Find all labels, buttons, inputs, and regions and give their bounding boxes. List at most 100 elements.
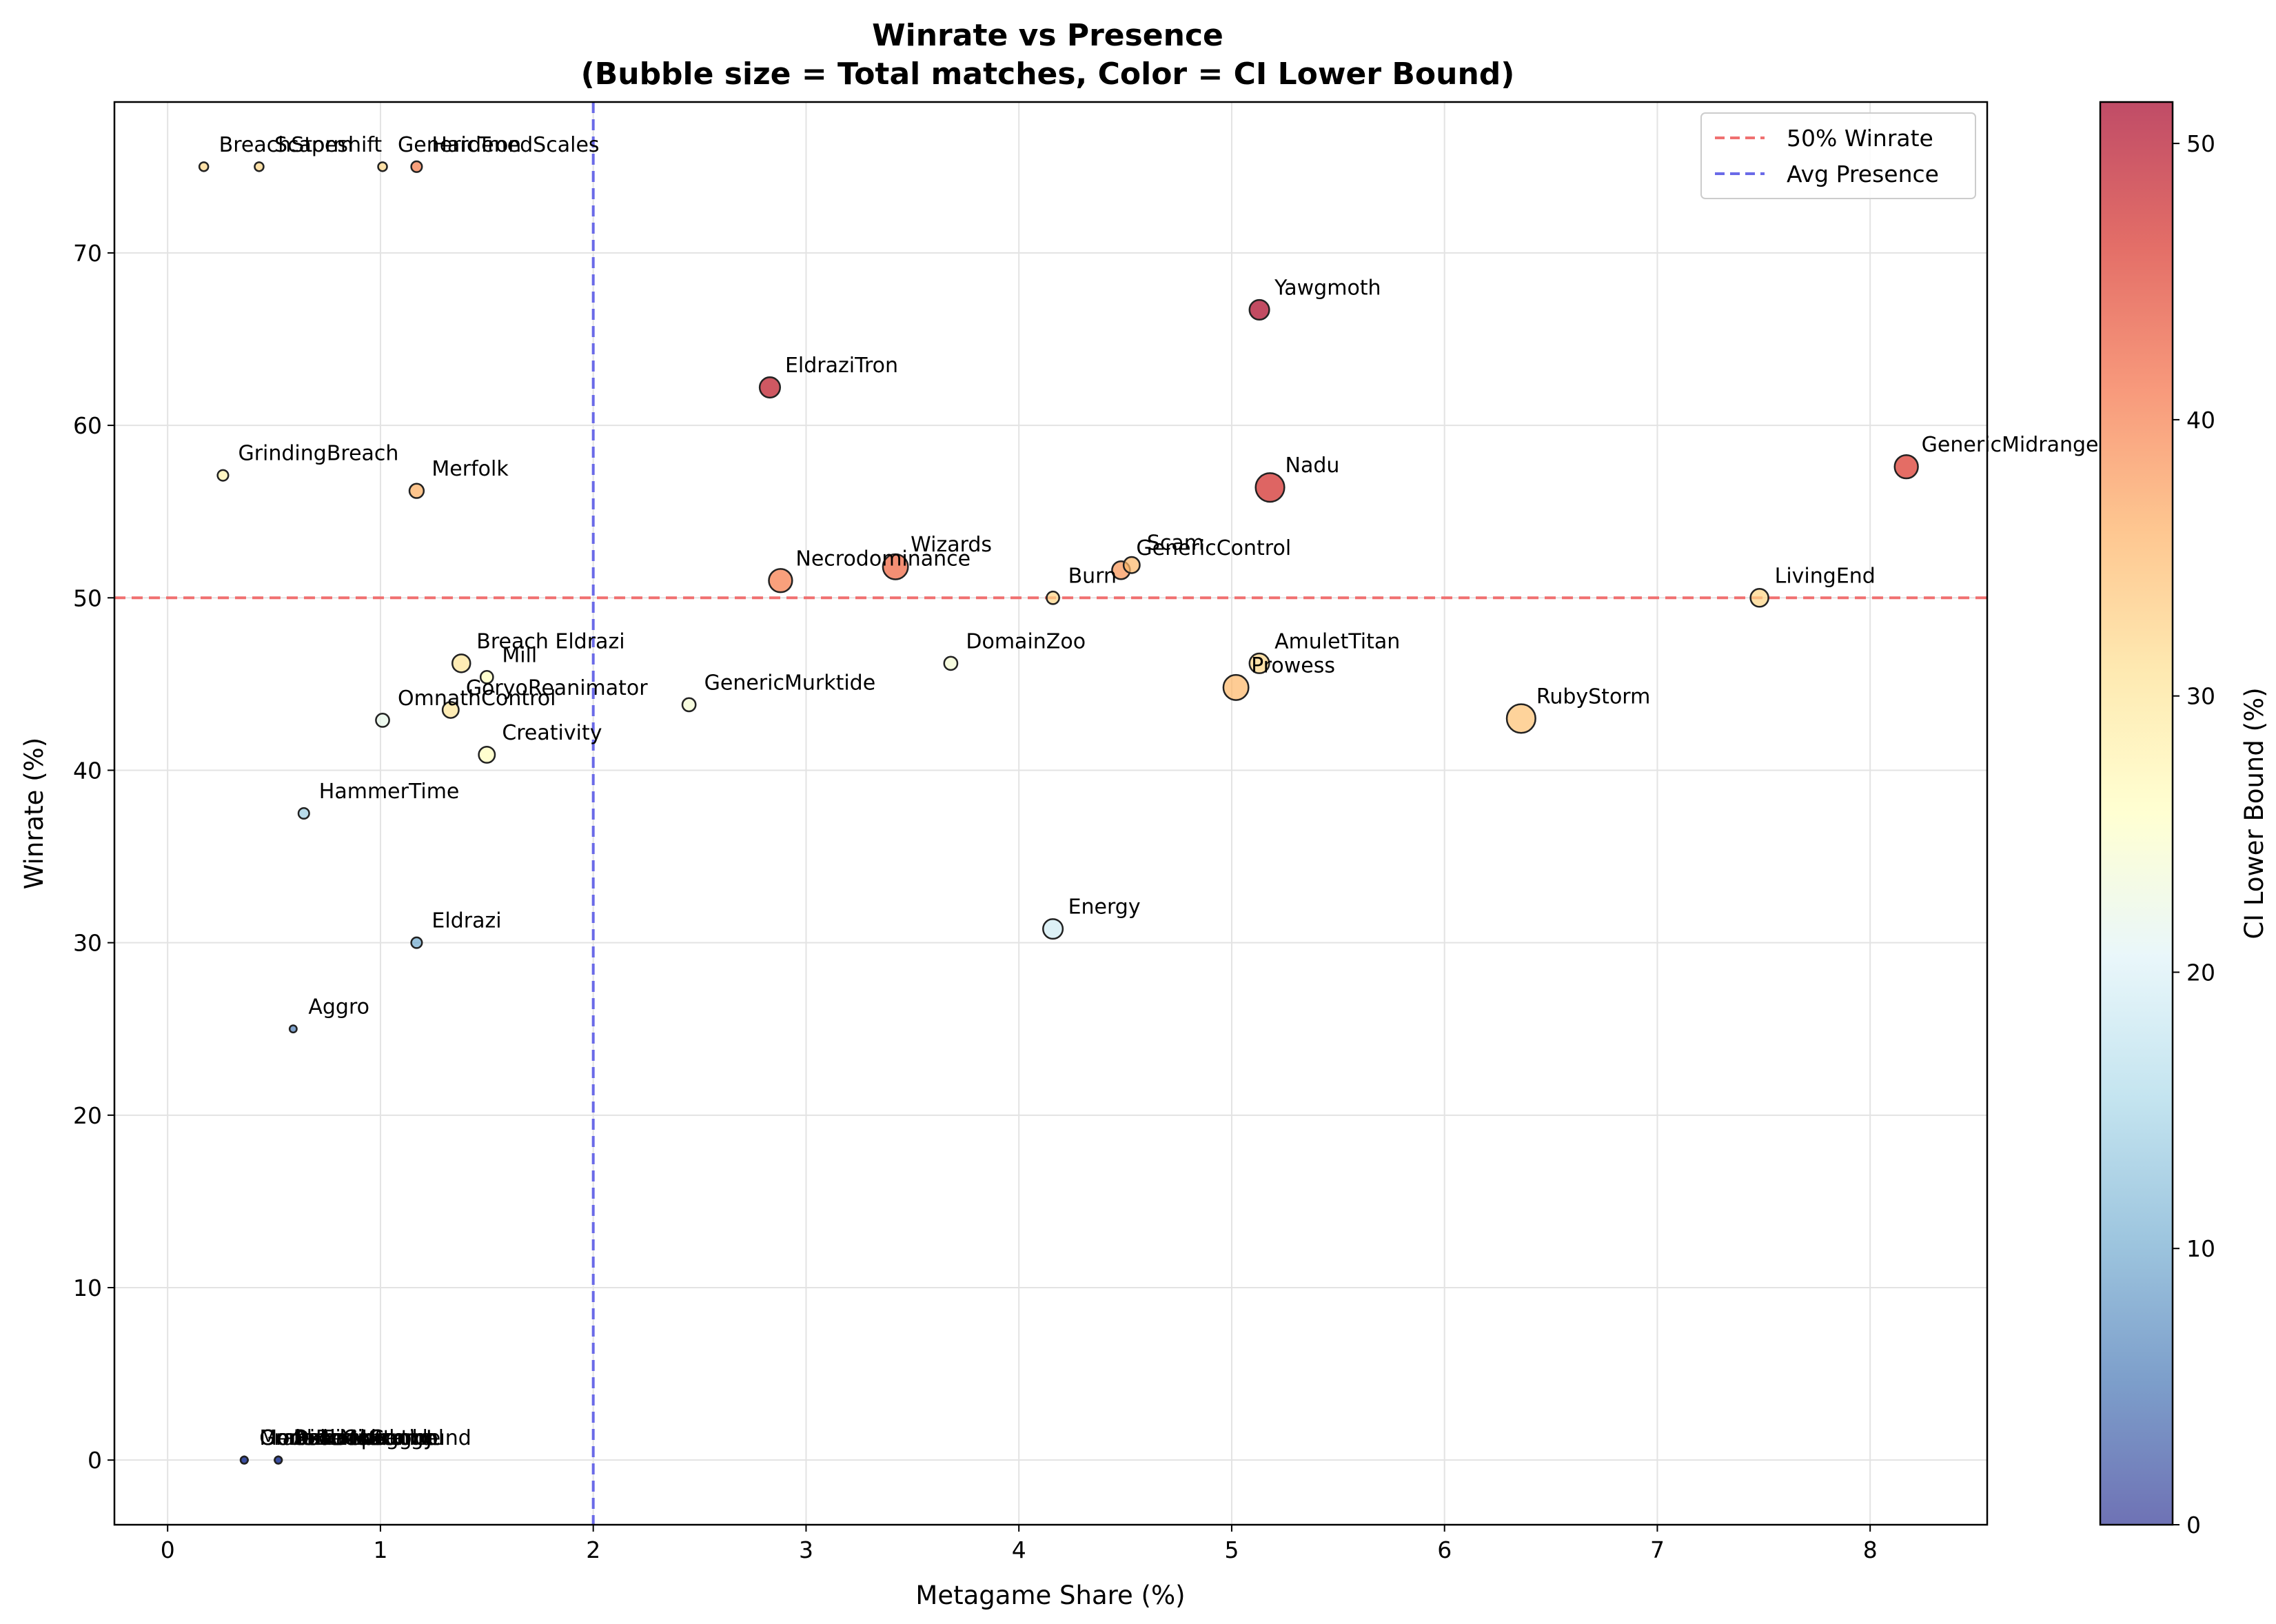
point-label: GenericControl [1136,536,1291,560]
point-label: AzoriusControl [294,1426,444,1450]
data-point [451,653,471,673]
data-point [377,161,388,172]
data-point [216,469,230,482]
colorbar-tick-label: 20 [2186,959,2215,986]
point-label: GenericTron [398,133,521,157]
point-label: OmnathControl [259,1426,417,1450]
chart-subtitle: (Bubble size = Total matches, Color = CI… [581,57,1515,92]
x-axis-label: Metagame Share (%) [915,1581,1185,1610]
point-label: HammerTime [319,780,460,804]
data-point [410,936,423,949]
colorbar: 0 10 20 30 40 50 CI Lower Bound (%) [2099,101,2269,1539]
point-label: RubyStorm [1536,684,1651,709]
data-point [288,1024,298,1034]
point-label: GenericMurktide [704,671,876,695]
point-label: HardenedScales [431,133,599,157]
data-point [408,483,425,499]
data-point [758,376,782,399]
data-point [1122,556,1141,574]
data-point [1749,588,1769,608]
point-label: Eldrazi [431,909,501,933]
colorbar-ticks: 0 10 20 30 40 50 [2173,130,2215,1539]
legend: 50% Winrate Avg Presence [1700,112,1976,199]
point-label: LivingEnd [1775,564,1876,588]
y-tick-label: 70 [73,240,102,267]
y-axis-ticks: 0 10 20 30 40 50 60 70 [73,240,114,1474]
point-label: Scam [1147,531,1204,556]
data-point [1254,472,1286,503]
x-axis-ticks: 0 1 2 3 4 5 6 7 8 [161,1525,1878,1563]
x-tick-label: 4 [1012,1536,1026,1563]
x-tick-label: 3 [799,1536,813,1563]
data-point [1248,652,1270,674]
point-label: OmnathControl [398,687,556,711]
data-point [1042,918,1064,940]
x-tick-label: 1 [373,1536,387,1563]
point-label: GenericMidrange [1922,433,2099,457]
y-tick-label: 30 [73,930,102,957]
point-label: GoryoReanimator [466,676,648,700]
x-tick-label: 2 [586,1536,600,1563]
data-point [375,713,390,728]
x-tick-label: 6 [1437,1536,1452,1563]
data-point [441,700,460,719]
point-label: AmuletTitan [1274,629,1400,653]
data-point [1248,298,1270,321]
data-point [274,1455,283,1465]
point-label: Creativity [502,721,602,745]
data-point [479,670,494,684]
y-tick-label: 0 [88,1447,102,1474]
point-label: Burn [1068,564,1117,588]
point-label: Energy [1068,895,1141,920]
legend-box [1700,112,1976,199]
y-tick-label: 10 [73,1275,102,1301]
point-label: Prowess [1251,653,1335,678]
point-label: EldraziTron [785,354,898,378]
data-point [297,806,310,820]
point-label: Yawgmoth [1274,276,1381,300]
point-label: DimirMurktide [294,1426,441,1450]
point-label: Necrodominance [795,547,971,571]
x-tick-label: 5 [1224,1536,1239,1563]
data-point [1222,673,1250,701]
point-label: RakdosScamJund [294,1426,471,1450]
chart-title: Winrate vs Presence [872,18,1223,53]
point-label: Breach Eldrazi [476,629,624,653]
data-point [1893,454,1919,480]
point-label: Scapeshift [274,133,382,157]
data-point [198,161,210,172]
data-point [1505,703,1536,734]
y-tick-label: 40 [73,757,102,784]
colorbar-tick-label: 0 [2186,1512,2201,1539]
plot-frame [113,101,1989,1526]
grid-lines [114,102,1987,1525]
point-label: Shadow [294,1426,375,1450]
colorbar-tick-label: 50 [2186,130,2215,157]
data-points [198,160,1919,1465]
point-label: Mill [502,643,537,667]
data-point [478,745,496,764]
point-label: MonoBlackAggro [259,1426,432,1450]
colorbar-tick-label: 30 [2186,683,2215,710]
point-label: Merfolk [431,457,509,481]
data-point [943,656,959,671]
colorbar-tick-label: 40 [2186,407,2215,434]
legend-label-presence: Avg Presence [1787,161,1939,187]
colorbar-label: CI Lower Bound (%) [2239,687,2269,939]
point-label: GrindingBreach [238,442,398,466]
x-tick-label: 7 [1650,1536,1665,1563]
data-point [681,697,697,713]
legend-label-winrate: 50% Winrate [1787,125,1933,152]
plot-area [114,102,1987,1525]
y-axis-label: Winrate (%) [19,738,49,889]
data-point [410,160,423,173]
x-tick-label: 8 [1863,1536,1878,1563]
data-point [1046,590,1060,605]
point-label: GenericMidrange [259,1426,436,1450]
y-tick-label: 60 [73,412,102,439]
data-point [768,568,793,593]
x-tick-label: 0 [161,1536,175,1563]
point-label: CrabsTempo [259,1426,387,1450]
